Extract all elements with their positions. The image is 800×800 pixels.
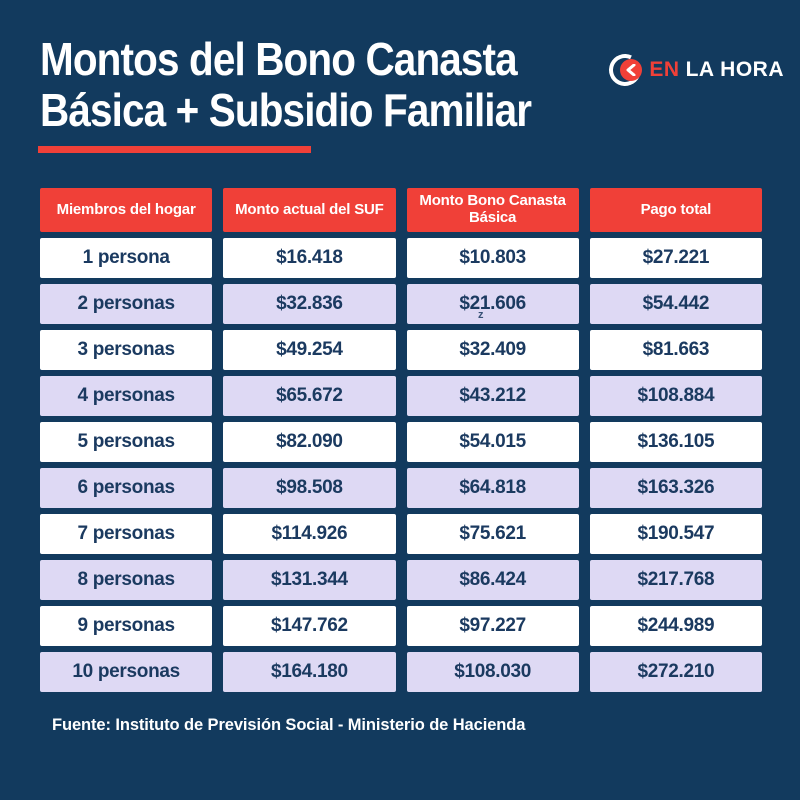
column-header-miembros: Miembros del hogar bbox=[40, 188, 213, 232]
page-title-line2: Básica + Subsidio Familiar bbox=[40, 84, 532, 136]
amount-cell: $81.663 bbox=[589, 330, 762, 370]
amount-cell: $21.606 bbox=[406, 284, 579, 324]
amount-cell: $98.508 bbox=[223, 468, 396, 508]
household-members-cell: 1 persona bbox=[40, 238, 213, 278]
amount-cell: $108.884 bbox=[589, 376, 762, 416]
amount-cell: $147.762 bbox=[223, 606, 396, 646]
column-header-suf: Monto actual del SUF bbox=[223, 188, 396, 232]
table-row: 8 personas $131.344 $86.424 $217.768 bbox=[40, 560, 762, 600]
amount-cell: $131.344 bbox=[223, 560, 396, 600]
amount-cell: $86.424 bbox=[406, 560, 579, 600]
amount-cell: $10.803 bbox=[406, 238, 579, 278]
amount-cell: $54.442 bbox=[589, 284, 762, 324]
household-members-cell: 4 personas bbox=[40, 376, 213, 416]
amount-cell: $27.221 bbox=[589, 238, 762, 278]
source-note: Fuente: Instituto de Previsión Social - … bbox=[52, 716, 526, 734]
household-members-cell: 5 personas bbox=[40, 422, 213, 462]
household-members-cell: 7 personas bbox=[40, 514, 213, 554]
table-row: 6 personas $98.508 $64.818 $163.326 bbox=[40, 468, 762, 508]
amount-cell: $244.989 bbox=[589, 606, 762, 646]
amount-cell: $54.015 bbox=[406, 422, 579, 462]
column-header-bono-canasta: Monto Bono Canasta Básica bbox=[406, 188, 579, 232]
chevron-left-icon bbox=[626, 64, 636, 76]
amount-cell: $97.227 bbox=[406, 606, 579, 646]
household-members-cell: 2 personas bbox=[40, 284, 213, 324]
amount-cell: $190.547 bbox=[589, 514, 762, 554]
table-row: 7 personas $114.926 $75.621 $190.547 bbox=[40, 514, 762, 554]
amount-cell: $49.254 bbox=[223, 330, 396, 370]
column-header-pago-total: Pago total bbox=[589, 188, 762, 232]
enlahora-clock-icon bbox=[604, 49, 646, 91]
amount-cell: $65.672 bbox=[223, 376, 396, 416]
amount-cell: $82.090 bbox=[223, 422, 396, 462]
logo-disc bbox=[620, 59, 643, 81]
household-members-cell: 10 personas bbox=[40, 652, 213, 692]
amount-cell: $43.212 bbox=[406, 376, 579, 416]
table-body: 1 persona $16.418 $10.803 $27.221 2 personas… bbox=[40, 238, 762, 692]
table-row: 9 personas $147.762 $97.227 $244.989 bbox=[40, 606, 762, 646]
table-row: 2 personas $32.836 $21.606 $54.442 bbox=[40, 284, 762, 324]
household-members-cell: 9 personas bbox=[40, 606, 213, 646]
stray-mark: z bbox=[478, 309, 484, 321]
page-title: Montos del Bono Canasta Básica + Subsidi… bbox=[40, 33, 532, 136]
bono-amounts-table: Miembros del hogar Monto actual del SUF … bbox=[40, 188, 762, 698]
amount-cell: $163.326 bbox=[589, 468, 762, 508]
table-header-row: Miembros del hogar Monto actual del SUF … bbox=[40, 188, 762, 232]
amount-cell: $164.180 bbox=[223, 652, 396, 692]
amount-cell: $217.768 bbox=[589, 560, 762, 600]
amount-cell: $272.210 bbox=[589, 652, 762, 692]
table-row: 10 personas $164.180 $108.030 $272.210 bbox=[40, 652, 762, 692]
amount-cell: $108.030 bbox=[406, 652, 579, 692]
logo-word-en: EN bbox=[649, 58, 680, 81]
household-members-cell: 6 personas bbox=[40, 468, 213, 508]
table-row: 5 personas $82.090 $54.015 $136.105 bbox=[40, 422, 762, 462]
logo-word-lahora: LA HORA bbox=[685, 58, 784, 81]
amount-cell: $136.105 bbox=[589, 422, 762, 462]
amount-cell: $32.409 bbox=[406, 330, 579, 370]
household-members-cell: 3 personas bbox=[40, 330, 213, 370]
household-members-cell: 8 personas bbox=[40, 560, 213, 600]
amount-cell: $114.926 bbox=[223, 514, 396, 554]
amount-cell: $75.621 bbox=[406, 514, 579, 554]
table-row: 3 personas $49.254 $32.409 $81.663 bbox=[40, 330, 762, 370]
amount-cell: $16.418 bbox=[223, 238, 396, 278]
title-underline bbox=[38, 146, 311, 153]
table-row: 4 personas $65.672 $43.212 $108.884 bbox=[40, 376, 762, 416]
table-row: 1 persona $16.418 $10.803 $27.221 bbox=[40, 238, 762, 278]
amount-cell: $64.818 bbox=[406, 468, 579, 508]
enlahora-logo: EN LA HORA bbox=[604, 49, 784, 91]
page-title-line1: Montos del Bono Canasta bbox=[40, 33, 518, 85]
amount-cell: $32.836 bbox=[223, 284, 396, 324]
